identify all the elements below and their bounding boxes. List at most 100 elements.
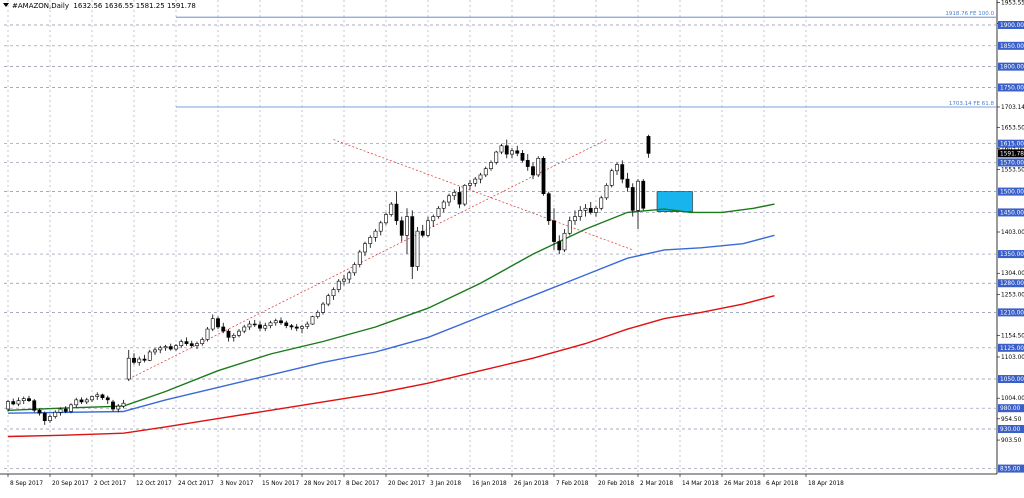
candle-body xyxy=(342,278,346,282)
candle-body xyxy=(74,399,79,406)
price-tick-label: 1253.00 xyxy=(1001,292,1024,298)
candle-body xyxy=(630,187,635,211)
dropdown-triangle-icon[interactable] xyxy=(3,3,9,7)
time-tick-label: 2 Mar 2018 xyxy=(640,481,673,487)
level-label: 1450.00 xyxy=(1000,210,1024,216)
level-label: 1570.00 xyxy=(1000,160,1024,166)
time-tick-label: 20 Sep 2017 xyxy=(52,481,89,487)
time-tick-label: 24 Oct 2017 xyxy=(178,481,214,487)
candle-body xyxy=(431,216,436,222)
candle-body xyxy=(462,185,467,205)
trendlines xyxy=(128,139,633,380)
candle-body xyxy=(483,168,488,176)
candle-body xyxy=(641,180,646,209)
level-label: 1750.00 xyxy=(1000,85,1024,91)
candle-body xyxy=(352,264,357,274)
candle-body xyxy=(111,401,115,410)
level-label-bg xyxy=(998,375,1024,384)
candle-body xyxy=(168,346,173,350)
candle-body xyxy=(226,330,231,338)
candle-body xyxy=(609,170,614,186)
candle-body xyxy=(210,318,215,330)
candle-body xyxy=(242,326,247,332)
candle-body xyxy=(195,343,199,347)
candle-body xyxy=(305,323,310,327)
candle-body xyxy=(378,222,383,232)
candle-body xyxy=(489,162,493,169)
candle-body xyxy=(531,166,535,176)
candle-body xyxy=(646,136,651,154)
level-label-bg xyxy=(998,158,1024,167)
candle-body xyxy=(258,324,262,329)
gridlines xyxy=(4,0,996,474)
candle-body xyxy=(368,237,373,244)
candle-body xyxy=(573,216,577,222)
candle-body xyxy=(294,326,299,329)
candle-body xyxy=(100,394,105,399)
candle-body xyxy=(90,396,94,401)
symbol-timeframe: #AMAZON,Daily xyxy=(12,2,69,10)
fib-level-label: 1703.14 FE 61.8 xyxy=(949,101,995,107)
candle-body xyxy=(268,322,273,327)
candle-body xyxy=(441,201,446,209)
level-label-bg xyxy=(998,425,1024,434)
candle-body xyxy=(284,322,289,327)
candle-body xyxy=(557,241,562,251)
time-tick-label: 3 Nov 2017 xyxy=(220,481,254,487)
candle-body xyxy=(452,192,457,197)
price-tick-label: 1304.00 xyxy=(1001,271,1024,277)
price-tick-label: 1553.50 xyxy=(1001,167,1024,173)
candle-body xyxy=(541,157,546,194)
candle-body xyxy=(132,357,136,363)
candle-body xyxy=(189,343,194,347)
level-label-bg xyxy=(998,464,1024,473)
candle-body xyxy=(63,408,68,412)
time-tick-label: 12 Oct 2017 xyxy=(136,481,172,487)
candle-body xyxy=(405,216,409,236)
time-tick-label: 14 Mar 2018 xyxy=(682,481,719,487)
candle-body xyxy=(525,160,530,167)
candle-body xyxy=(447,195,451,203)
candle-body xyxy=(415,230,420,267)
time-tick-label: 7 Feb 2018 xyxy=(556,481,589,487)
candle-body xyxy=(499,145,504,153)
candle-body xyxy=(515,150,520,154)
level-label-bg xyxy=(998,62,1024,71)
candle-body xyxy=(95,394,100,397)
candle-body xyxy=(153,349,157,353)
time-tick-label: 2 Oct 2017 xyxy=(94,481,126,487)
level-label: 1615.00 xyxy=(1000,142,1024,148)
candle-body xyxy=(615,164,619,172)
candle-body xyxy=(142,358,147,361)
level-label-bg xyxy=(998,308,1024,317)
candle-body xyxy=(315,312,320,317)
level-label-bg xyxy=(998,41,1024,50)
candle-body xyxy=(410,216,415,267)
level-label: 835.00 xyxy=(1000,467,1021,473)
candle-body xyxy=(84,399,89,403)
candle-body xyxy=(567,220,572,234)
price-tick-label: 1103.00 xyxy=(1001,355,1024,361)
price-tick-label: 1403.00 xyxy=(1001,230,1024,236)
candle-body xyxy=(273,320,278,324)
ma-mid-line xyxy=(7,234,775,414)
candle-body xyxy=(158,347,163,351)
price-tick-label: 1154.50 xyxy=(1001,334,1024,340)
level-label: 1850.00 xyxy=(1000,44,1024,50)
time-tick-label: 26 Jan 2018 xyxy=(514,481,549,487)
candle-body xyxy=(420,230,425,236)
candle-body xyxy=(373,230,378,238)
level-label: 1500.00 xyxy=(1000,190,1024,196)
time-tick-label: 16 Jan 2018 xyxy=(472,481,507,487)
candle-body xyxy=(321,303,325,313)
candle-body xyxy=(42,412,47,421)
ma-fast-line xyxy=(7,203,775,411)
candle-body xyxy=(221,326,226,332)
candle-body xyxy=(625,178,630,188)
candle-body xyxy=(289,325,294,328)
candle-body xyxy=(473,178,478,184)
candle-body xyxy=(216,318,220,328)
candle-body xyxy=(599,197,604,209)
current-price-bg xyxy=(998,149,1024,158)
